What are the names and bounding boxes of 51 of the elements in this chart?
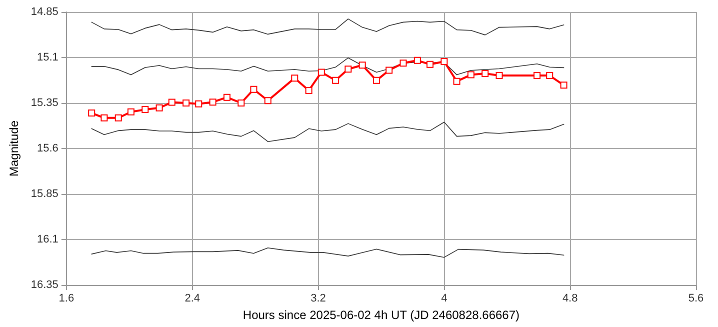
x-tick-label: 1.6 — [58, 292, 74, 304]
point — [182, 100, 190, 106]
point — [358, 62, 366, 69]
point — [332, 76, 340, 84]
point — [114, 114, 122, 122]
x-tick-label: 4.8 — [562, 292, 578, 304]
point — [534, 72, 541, 80]
x-axis-title: Hours since 2025-06-02 4h UT (JD 2460828.66667) — [242, 308, 520, 322]
point — [496, 72, 503, 80]
point — [546, 72, 554, 80]
y-tick-label: 15.1 — [37, 52, 58, 64]
point — [195, 100, 202, 108]
point — [142, 106, 149, 114]
y-tick-label: 15.6 — [37, 142, 58, 154]
line-series — [91, 247, 564, 258]
point — [482, 70, 489, 78]
point — [127, 108, 134, 116]
point — [386, 66, 393, 74]
y-tick-label: 15.85 — [30, 188, 58, 200]
point — [440, 58, 448, 66]
point — [223, 94, 230, 101]
point — [467, 71, 474, 78]
point — [453, 78, 460, 85]
point — [372, 76, 380, 84]
point — [209, 98, 216, 106]
point — [168, 98, 176, 106]
x-tick-label: 3.2 — [310, 292, 326, 304]
point — [291, 74, 298, 82]
point — [156, 104, 163, 112]
y-tick-label: 15.35 — [30, 97, 58, 109]
line-series — [91, 122, 564, 142]
point — [560, 82, 568, 89]
y-tick-label: 16.35 — [30, 279, 58, 291]
y-tick-label: 14.85 — [30, 6, 58, 18]
point — [426, 60, 434, 68]
point — [264, 97, 272, 104]
line-series — [91, 18, 564, 36]
point — [414, 56, 421, 64]
y-tick-label: 16.1 — [37, 234, 58, 246]
point — [100, 114, 108, 122]
point — [400, 60, 407, 67]
point — [305, 86, 312, 94]
point — [88, 110, 96, 117]
x-tick-label: 2.4 — [184, 292, 200, 304]
point — [318, 68, 325, 76]
x-tick-label: 5.6 — [688, 292, 704, 304]
y-axis-title: Magnitude — [7, 120, 21, 177]
point — [344, 66, 352, 73]
point — [238, 100, 245, 106]
point — [250, 86, 258, 93]
x-tick-label: 4 — [441, 292, 448, 304]
